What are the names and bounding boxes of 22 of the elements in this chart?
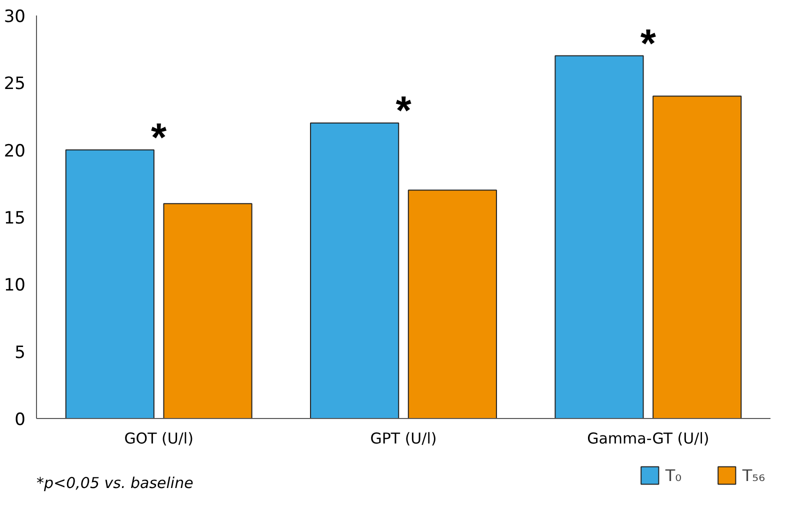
y-tick-label: 30 (4, 7, 26, 27)
x-tick-label: GPT (U/l) (370, 430, 437, 448)
bar (65, 149, 154, 418)
annotation: * (396, 88, 412, 133)
x-tick-label: Gamma-GT (U/l) (587, 430, 710, 448)
bar (163, 203, 252, 418)
legend-label: T₀ (665, 466, 683, 484)
y-tick-label: 25 (4, 74, 26, 94)
y-tick-label: 15 (4, 208, 26, 228)
y-tick-label: 0 (14, 410, 26, 430)
y-tick-label: 20 (4, 141, 26, 162)
bar (310, 122, 400, 418)
bar (554, 55, 644, 418)
annotation: * (640, 22, 656, 66)
text: *p<0,05 vs. baseline (36, 474, 194, 492)
y-tick-label: 5 (14, 342, 26, 363)
bar (652, 96, 742, 418)
y-tick-label: 10 (4, 276, 26, 296)
x-tick-label: GOT (U/l) (124, 430, 194, 448)
annotation: * (151, 116, 168, 160)
bar (408, 190, 497, 418)
legend-label: T₅₆ (742, 466, 765, 484)
